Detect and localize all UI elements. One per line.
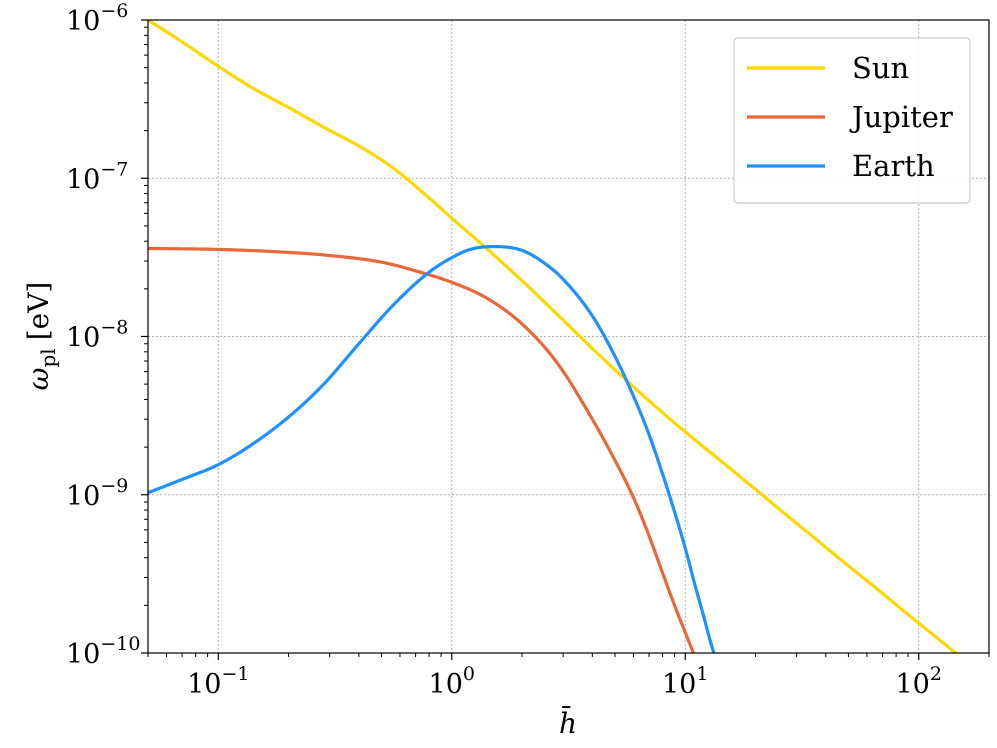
x-tick-label: 102 <box>895 663 941 700</box>
y-axis-label-symbol: ω <box>22 367 55 390</box>
x-tick-label-exponent: 2 <box>930 663 942 685</box>
y-axis-label-subscript: pl <box>36 348 60 367</box>
legend-label-jupiter: Jupiter <box>849 100 953 134</box>
y-tick-label: 10−7 <box>66 158 128 195</box>
series-group <box>148 20 959 653</box>
legend-box <box>733 37 971 204</box>
x-tick-label-base: 10 <box>895 669 929 700</box>
y-tick-label-exponent: −9 <box>100 475 128 497</box>
legend-label-earth: Earth <box>852 149 935 183</box>
y-tick-label-exponent: −10 <box>100 633 140 655</box>
y-tick-label-base: 10 <box>66 639 100 670</box>
y-tick-label: 10−9 <box>66 475 128 512</box>
y-axis-label-unit: [eV] <box>22 282 55 341</box>
y-tick-label-base: 10 <box>66 323 100 354</box>
y-tick-label-base: 10 <box>66 164 100 195</box>
x-tick-label-base: 10 <box>187 669 221 700</box>
series-line-jupiter <box>148 246 696 653</box>
y-tick-label: 10−6 <box>66 0 128 37</box>
ticks <box>141 19 990 660</box>
y-tick-label: 10−8 <box>66 317 128 354</box>
y-tick-label-base: 10 <box>66 6 100 37</box>
x-tick-label-exponent: −1 <box>221 663 249 685</box>
x-tick-label: 100 <box>429 663 475 700</box>
series-line-earth <box>148 244 716 653</box>
legend-label-sun: Sun <box>852 51 909 85</box>
y-tick-label-exponent: −7 <box>100 158 128 180</box>
legend: Sun Jupiter Earth <box>733 37 971 204</box>
y-tick-label-exponent: −6 <box>100 0 128 22</box>
x-tick-label-base: 10 <box>429 669 463 700</box>
x-tick-label-exponent: 0 <box>463 663 475 685</box>
y-tick-label-exponent: −8 <box>100 317 128 339</box>
x-axis-label: h̄ <box>559 705 577 740</box>
y-tick-label-base: 10 <box>66 481 100 512</box>
x-tick-label: 10−1 <box>187 663 249 700</box>
x-tick-label-base: 10 <box>662 669 696 700</box>
x-tick-label: 101 <box>662 663 708 700</box>
y-tick-label: 10−10 <box>66 633 140 670</box>
y-axis-label: ωpl [eV] <box>22 282 60 391</box>
series-line-sun <box>148 20 959 653</box>
x-tick-label-exponent: 1 <box>696 663 708 685</box>
